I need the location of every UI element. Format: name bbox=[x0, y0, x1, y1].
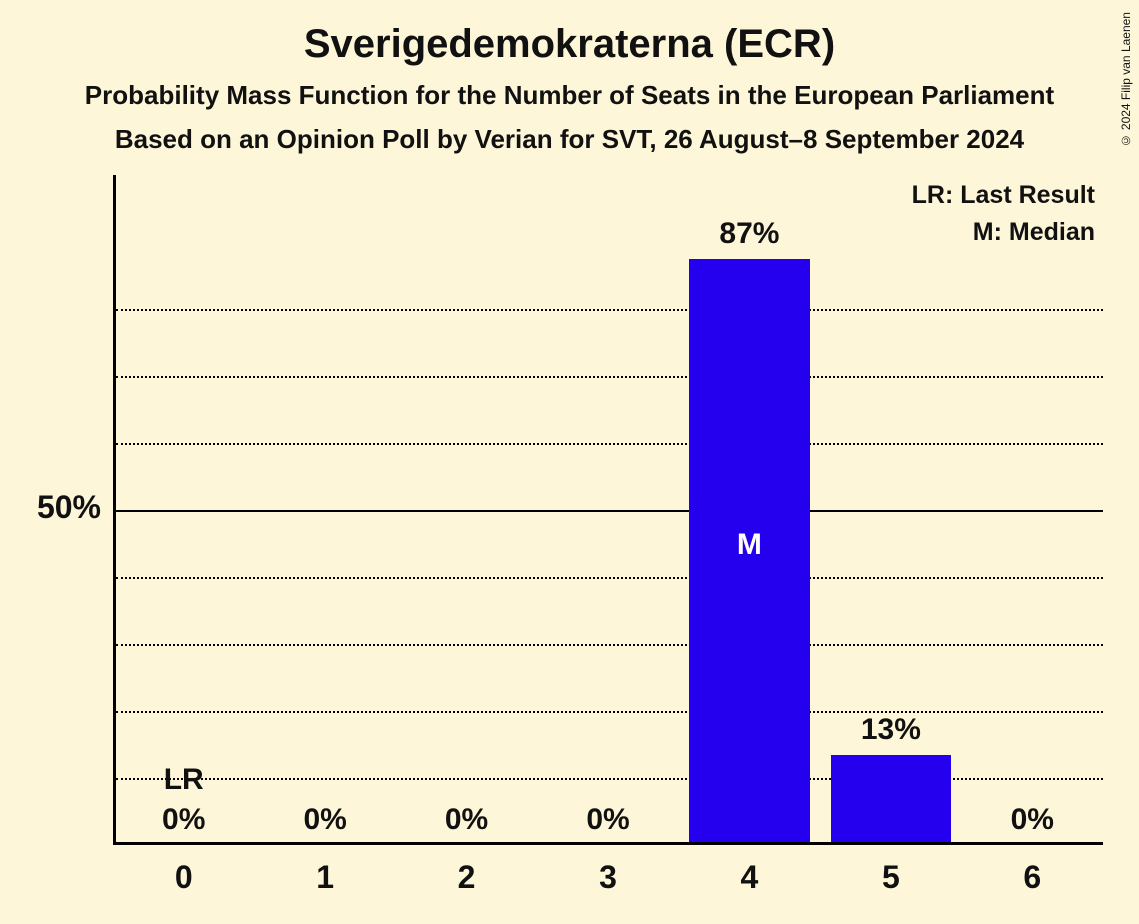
bar-value-label: 0% bbox=[113, 803, 254, 837]
x-tick-label: 0 bbox=[113, 859, 254, 896]
legend-m: M: Median bbox=[973, 218, 1095, 247]
bar-value-label: 0% bbox=[537, 803, 678, 837]
x-tick-label: 1 bbox=[254, 859, 395, 896]
x-tick-label: 5 bbox=[820, 859, 961, 896]
x-tick-label: 6 bbox=[962, 859, 1103, 896]
median-marker: M bbox=[689, 528, 809, 562]
gridline bbox=[116, 644, 1103, 646]
chart-title: Sverigedemokraterna (ECR) bbox=[0, 22, 1139, 67]
gridline bbox=[116, 443, 1103, 445]
gridline bbox=[116, 778, 1103, 780]
lr-marker: LR bbox=[113, 763, 254, 797]
chart-subtitle-1: Probability Mass Function for the Number… bbox=[0, 80, 1139, 111]
gridline-50 bbox=[116, 510, 1103, 512]
copyright-text: © 2024 Filip van Laenen bbox=[1119, 12, 1133, 147]
x-axis bbox=[113, 842, 1103, 845]
x-tick-label: 3 bbox=[537, 859, 678, 896]
bar bbox=[831, 755, 951, 842]
bar-value-label: 0% bbox=[396, 803, 537, 837]
legend-lr: LR: Last Result bbox=[912, 181, 1095, 210]
bar-value-label: 0% bbox=[962, 803, 1103, 837]
x-tick-label: 2 bbox=[396, 859, 537, 896]
y-tick-label-50: 50% bbox=[0, 489, 101, 526]
bar-value-label: 13% bbox=[820, 713, 961, 747]
plot-area: 0%LR0%0%0%87%M13%0% bbox=[113, 175, 1103, 845]
gridline bbox=[116, 309, 1103, 311]
gridline bbox=[116, 577, 1103, 579]
x-tick-label: 4 bbox=[679, 859, 820, 896]
bar-value-label: 87% bbox=[679, 217, 820, 251]
bar-value-label: 0% bbox=[254, 803, 395, 837]
gridline bbox=[116, 376, 1103, 378]
chart-subtitle-2: Based on an Opinion Poll by Verian for S… bbox=[0, 124, 1139, 155]
